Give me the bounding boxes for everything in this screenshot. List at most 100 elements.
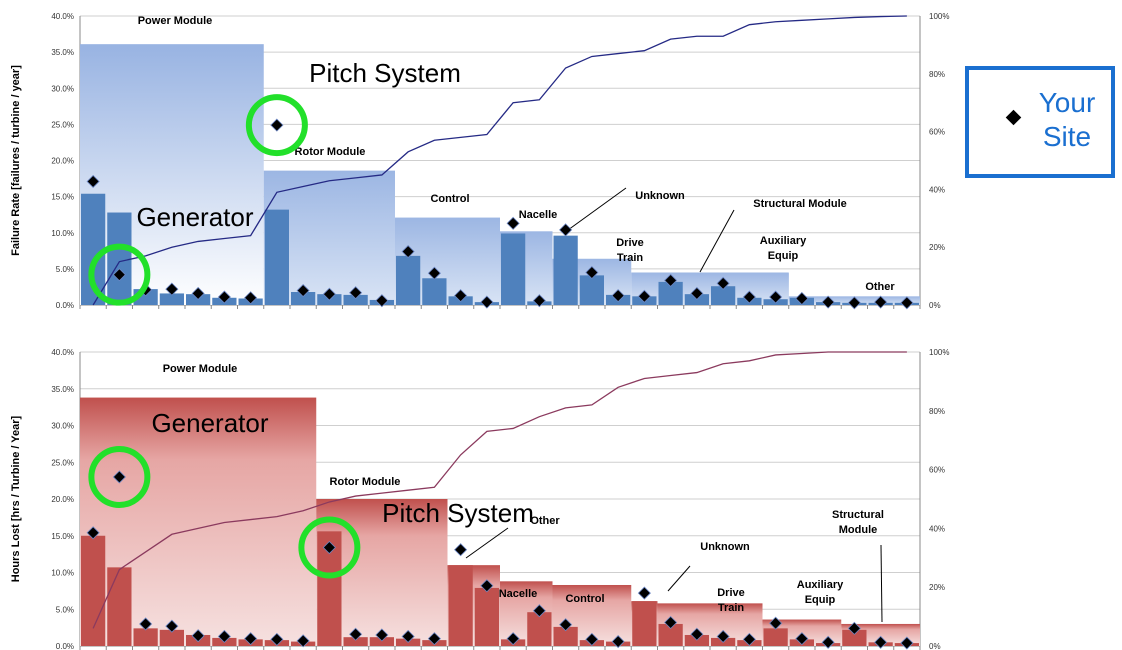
your-site-marker: [139, 617, 153, 631]
your-site-marker: [821, 635, 835, 649]
component-bar: [474, 587, 499, 646]
component-bar: [343, 637, 368, 646]
your-site-marker: [86, 174, 100, 189]
y2-tick-label: 20%: [929, 243, 945, 252]
legend-label-line2: Site: [1042, 121, 1092, 152]
your-site-marker: [322, 287, 336, 301]
module-label-line: Auxiliary: [760, 235, 807, 247]
your-site-marker: [375, 628, 389, 642]
component-bar: [658, 281, 683, 305]
module-label-line: Equip: [805, 594, 836, 606]
your-site-marker: [559, 618, 573, 632]
component-bar: [658, 623, 683, 646]
y-tick-label: 0.0%: [56, 301, 74, 310]
component-bar: [763, 628, 788, 646]
module-label-line: Equip: [768, 250, 799, 262]
your-site-marker: [559, 223, 573, 237]
module-label: Rotor Module: [330, 476, 401, 488]
your-site-marker: [611, 635, 625, 649]
component-bar: [711, 286, 736, 305]
your-site-marker: [217, 629, 231, 644]
component-bar: [553, 235, 578, 305]
y-tick-label: 40.0%: [51, 12, 74, 21]
your-site-marker: [480, 579, 494, 593]
y-tick-label: 25.0%: [51, 458, 74, 467]
module-bar: [631, 272, 789, 305]
your-site-marker: [821, 295, 835, 309]
y-axis-label: Failure Rate [failures / turbine / year]: [10, 65, 22, 256]
y2-tick-label: 80%: [929, 407, 945, 416]
your-site-marker: [375, 294, 389, 308]
hours-lost-chart: 0.0% 5.0% 10.0% 15.0% 20.0% 25.0% 30.0% 35.0% 40…: [10, 348, 949, 650]
annotation-label: Unknown: [635, 190, 685, 202]
your-site-marker: [506, 632, 520, 646]
y-tick-label: 25.0%: [51, 120, 74, 129]
your-site-marker: [191, 286, 205, 301]
your-site-marker: [585, 632, 599, 646]
your-site-marker: [506, 216, 520, 230]
module-label: Power Module: [138, 15, 213, 27]
component-bar: [159, 293, 184, 305]
component-bar: [133, 628, 158, 646]
your-site-marker: [427, 632, 441, 646]
leader-line: [699, 209, 735, 273]
your-site-marker: [690, 627, 704, 641]
your-site-marker: [847, 296, 861, 310]
y-tick-label: 30.0%: [51, 422, 74, 431]
your-site-marker: [454, 289, 468, 303]
your-site-marker: [664, 615, 678, 630]
cumulative-line: [92, 15, 907, 306]
legend: Your Site: [965, 66, 1115, 178]
module-label: Other: [865, 281, 895, 293]
y2-tick-label: 100%: [929, 12, 949, 21]
your-site-marker: [454, 543, 468, 557]
your-site-marker: [165, 619, 179, 633]
module-label: Nacelle: [499, 588, 538, 600]
cumulative-line: [92, 351, 907, 629]
module-label: Rotor Module: [295, 146, 366, 158]
y-tick-label: 20.0%: [51, 157, 74, 166]
component-bar: [632, 601, 657, 646]
your-site-marker: [716, 629, 730, 644]
y-tick-label: 5.0%: [56, 265, 74, 274]
component-bar: [291, 291, 316, 305]
component-bar: [264, 209, 289, 305]
annotation-label: Pitch System: [382, 498, 534, 528]
your-site-marker: [349, 286, 363, 300]
y2-tick-label: 80%: [929, 70, 945, 79]
component-bar: [343, 294, 368, 305]
y-tick-label: 20.0%: [51, 495, 74, 504]
annotation-label: Generator: [151, 408, 268, 438]
module-label: Control: [430, 193, 469, 205]
y-tick-label: 35.0%: [51, 48, 74, 57]
your-site-marker: [874, 635, 888, 649]
your-site-marker: [427, 266, 441, 280]
module-label-line: Auxiliary: [797, 579, 844, 591]
y-tick-label: 5.0%: [56, 605, 74, 614]
module-label: Drive Train: [616, 237, 644, 264]
module-label-line: Drive: [616, 237, 644, 249]
your-site-marker: [86, 526, 100, 540]
your-site-marker: [165, 282, 179, 296]
y-tick-label: 30.0%: [51, 84, 74, 93]
module-label: Nacelle: [519, 209, 558, 221]
your-site-marker: [795, 291, 809, 306]
legend-label: Your Site: [1027, 86, 1107, 154]
annotation-label: Generator: [136, 202, 253, 232]
your-site-marker: [637, 586, 651, 600]
y2-tick-label: 100%: [929, 348, 949, 357]
leader-line: [567, 187, 627, 231]
highlight-circle: [88, 243, 151, 306]
component-bar: [448, 565, 473, 646]
your-site-marker: [716, 276, 730, 290]
module-label: Power Module: [163, 363, 238, 375]
component-bar: [159, 629, 184, 646]
your-site-marker-icon: [1005, 109, 1022, 126]
highlight-circle: [245, 94, 308, 157]
y2-tick-label: 0%: [929, 301, 941, 310]
component-bar: [553, 626, 578, 646]
your-site-marker: [480, 295, 494, 309]
component-bar: [527, 612, 552, 646]
y2-tick-label: 40%: [929, 524, 945, 533]
